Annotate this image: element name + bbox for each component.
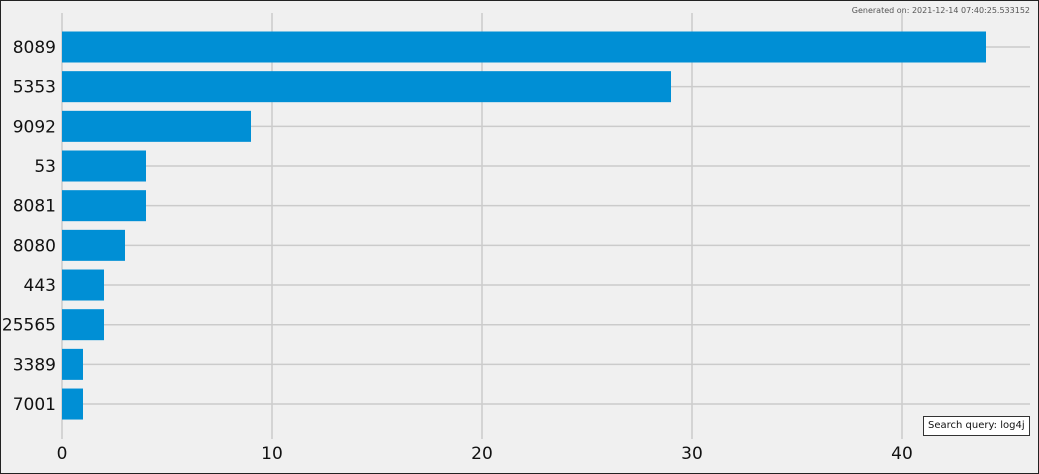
y-tick-label: 53 bbox=[34, 157, 56, 177]
bar-9092 bbox=[62, 110, 251, 142]
y-tick-labels: 8089 5353 9092 53 8081 8080 443 25565 3389 7001 bbox=[2, 38, 56, 415]
y-tick-label: 5353 bbox=[13, 78, 56, 98]
bar-25565 bbox=[62, 309, 104, 341]
bar-443 bbox=[62, 269, 104, 301]
bar-53 bbox=[62, 150, 146, 182]
bar-5353 bbox=[62, 71, 671, 103]
bars bbox=[62, 31, 986, 420]
generated-timestamp: Generated on: 2021-12-14 07:40:25.533152 bbox=[851, 6, 1030, 15]
y-tick-label: 9092 bbox=[13, 117, 56, 137]
y-tick-label: 8080 bbox=[13, 236, 56, 256]
x-tick-label: 10 bbox=[261, 444, 283, 464]
bar-8081 bbox=[62, 190, 146, 222]
y-tick-label: 7001 bbox=[13, 395, 56, 415]
bar-3389 bbox=[62, 348, 83, 380]
y-tick-label: 25565 bbox=[2, 316, 56, 336]
x-tick-labels: 0 10 20 30 40 bbox=[57, 444, 913, 464]
search-query-box: Search query: log4j bbox=[923, 416, 1030, 436]
y-tick-label: 8089 bbox=[13, 38, 56, 58]
bar-7001 bbox=[62, 388, 83, 420]
y-tick-label: 443 bbox=[24, 276, 56, 296]
x-tick-label: 40 bbox=[891, 444, 913, 464]
x-tick-label: 0 bbox=[57, 444, 68, 464]
y-tick-label: 3389 bbox=[13, 355, 56, 375]
bar-8089 bbox=[62, 31, 986, 63]
x-tick-label: 30 bbox=[681, 444, 703, 464]
x-tick-label: 20 bbox=[471, 444, 493, 464]
y-tick-label: 8081 bbox=[13, 197, 56, 217]
bar-8080 bbox=[62, 229, 125, 261]
